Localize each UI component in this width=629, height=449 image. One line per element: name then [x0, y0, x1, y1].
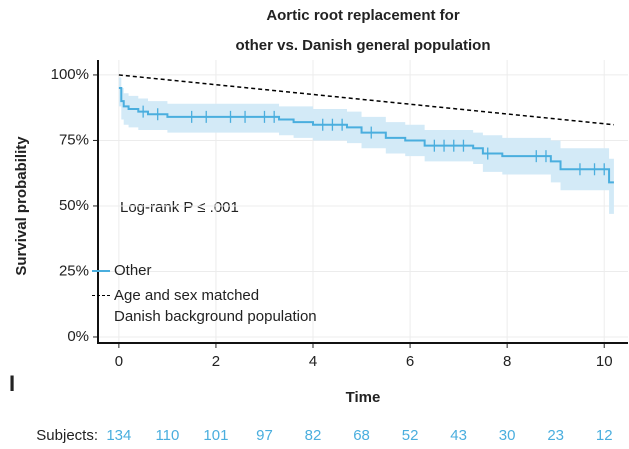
risk-count: 134	[106, 427, 131, 444]
legend-label: Other	[114, 262, 152, 279]
risk-count: 110	[155, 427, 179, 444]
legend-label: Age and sex matched Danish background po…	[114, 287, 317, 325]
risk-count: 68	[353, 427, 370, 444]
x-tick-label: 8	[503, 353, 511, 370]
chart-title: other vs. Danish general population	[235, 37, 490, 54]
risk-count: 101	[203, 427, 228, 444]
legend-key	[92, 270, 110, 272]
x-tick-label: 0	[115, 353, 123, 370]
y-tick-label: 25%	[59, 262, 89, 279]
x-tick-label: 4	[309, 353, 317, 370]
y-tick-label: 100%	[51, 66, 89, 83]
legend-entry: Other	[92, 260, 152, 281]
risk-count: 43	[450, 427, 467, 444]
legend-key	[92, 295, 110, 296]
x-tick-label: 2	[212, 353, 220, 370]
x-tick-label: 10	[596, 353, 613, 370]
chart-title: Aortic root replacement for	[266, 7, 460, 24]
risk-count: 30	[499, 427, 516, 444]
y-tick-label: 0%	[67, 328, 89, 345]
risk-count: 12	[596, 427, 613, 444]
confidence-band	[118, 77, 614, 214]
annotation: Log-rank P ≤ .001	[120, 199, 239, 216]
risk-count: 23	[547, 427, 564, 444]
risk-count: 97	[256, 427, 273, 444]
x-axis-label: Time	[346, 389, 381, 406]
y-axis-label: Survival probability	[13, 136, 30, 276]
y-tick-label: 75%	[59, 131, 89, 148]
panel-label: I	[9, 371, 15, 396]
risk-count: 52	[402, 427, 419, 444]
survival-curve	[118, 87, 614, 184]
risk-count: 82	[305, 427, 322, 444]
risk-table-label: Subjects:	[36, 427, 98, 444]
reference-line	[118, 74, 615, 126]
y-tick-label: 50%	[59, 197, 89, 214]
legend-entry: Age and sex matched Danish background po…	[92, 285, 317, 327]
x-tick-label: 6	[406, 353, 414, 370]
